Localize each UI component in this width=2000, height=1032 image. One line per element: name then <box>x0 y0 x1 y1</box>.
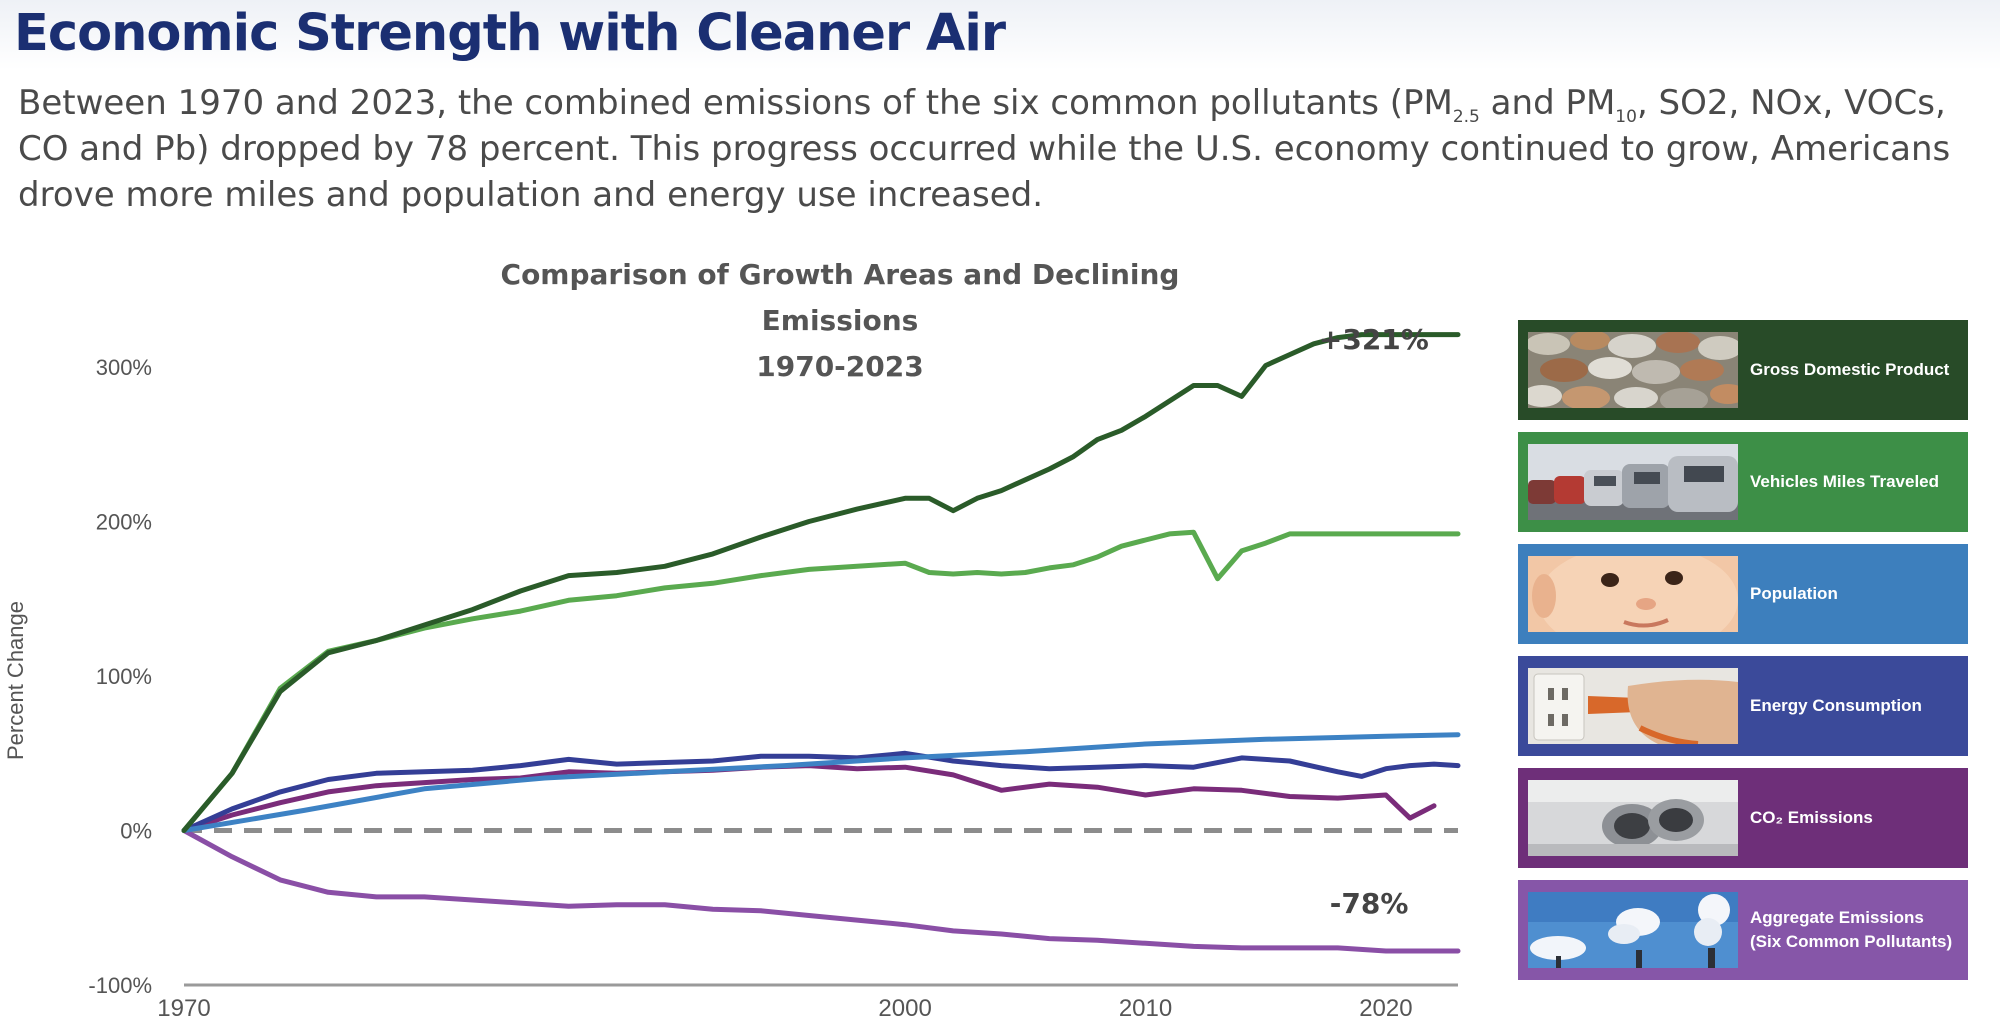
legend-item-aggregate: Aggregate Emissions (Six Common Pollutan… <box>1518 880 1968 980</box>
legend-label: Aggregate Emissions <box>1750 908 1924 927</box>
legend-label-block: Population <box>1750 544 1965 644</box>
legend-label-block: Energy Consumption <box>1750 656 1965 756</box>
legend-label-block: Gross Domestic Product <box>1750 320 1965 420</box>
series-line-3 <box>181 750 1461 833</box>
y-tick-label: 200% <box>96 510 152 535</box>
legend-item-gdp: Gross Domestic Product <box>1518 320 1968 420</box>
exhaust-pipe-photo-icon <box>1528 780 1738 856</box>
x-tick-label: 1970 <box>157 995 210 1022</box>
baby-photo-icon <box>1528 556 1738 632</box>
series-line-2 <box>181 732 1461 833</box>
smokestacks-photo-icon <box>1528 892 1738 968</box>
chart-subtitle: 1970-2023 <box>756 350 924 383</box>
intro-text-2: and PM <box>1479 83 1616 123</box>
legend-label-block: CO₂ Emissions <box>1750 768 1965 868</box>
legend-label: Energy Consumption <box>1750 696 1922 715</box>
legend-label-line2: (Six Common Pollutants) <box>1750 932 1953 951</box>
legend-label: Vehicles Miles Traveled <box>1750 472 1940 491</box>
series-line-1 <box>181 529 1461 833</box>
intro-text-1: Between 1970 and 2023, the combined emis… <box>18 83 1453 123</box>
intro-text-3: , SO2, NOx, VOCs, CO and Pb) dropped by … <box>18 83 1951 215</box>
legend-label: Population <box>1750 584 1838 603</box>
x-tick-label: 2010 <box>1119 995 1172 1022</box>
series-line-5 <box>181 828 1461 954</box>
y-tick-label: 300% <box>96 355 152 380</box>
chart-title-block: Comparison of Growth Areas and Declining… <box>450 252 1230 390</box>
series-line-4 <box>181 763 1437 833</box>
chart-title: Comparison of Growth Areas and Declining… <box>500 258 1180 337</box>
legend-item-co2: CO₂ Emissions <box>1518 768 1968 868</box>
y-tick-label: 100% <box>96 664 152 689</box>
legend-label-block: Aggregate Emissions (Six Common Pollutan… <box>1750 880 1965 980</box>
page-title: Economic Strength with Cleaner Air <box>14 4 1006 63</box>
traffic-photo-icon <box>1528 444 1738 520</box>
annotation-label: +321% <box>1319 323 1429 356</box>
header-band <box>0 0 2000 70</box>
annotation-label: -78% <box>1330 887 1409 920</box>
coins-photo-icon <box>1528 332 1738 408</box>
x-tick-label: 2000 <box>878 995 931 1022</box>
legend-item-energy: Energy Consumption <box>1518 656 1968 756</box>
y-tick-label: 0% <box>120 819 152 844</box>
x-tick-label: 2020 <box>1359 995 1412 1022</box>
series-line-0 <box>181 332 1461 833</box>
intro-subscript-1: 2.5 <box>1452 107 1480 127</box>
intro-paragraph: Between 1970 and 2023, the combined emis… <box>18 80 1978 218</box>
intro-subscript-2: 10 <box>1615 107 1637 127</box>
y-tick-label: -100% <box>88 973 152 998</box>
legend-label-block: Vehicles Miles Traveled <box>1750 432 1965 532</box>
legend-label: Gross Domestic Product <box>1750 360 1950 379</box>
legend-label: CO₂ Emissions <box>1750 808 1873 827</box>
legend: Gross Domestic Product Vehicles Miles Tr… <box>1518 320 1968 992</box>
legend-item-vmt: Vehicles Miles Traveled <box>1518 432 1968 532</box>
line-chart: 300% 200% 100% 0% -100%1970 2000 2010 2020 +321%… <box>88 323 1461 1022</box>
power-plug-photo-icon <box>1528 668 1738 744</box>
legend-item-population: Population <box>1518 544 1968 644</box>
